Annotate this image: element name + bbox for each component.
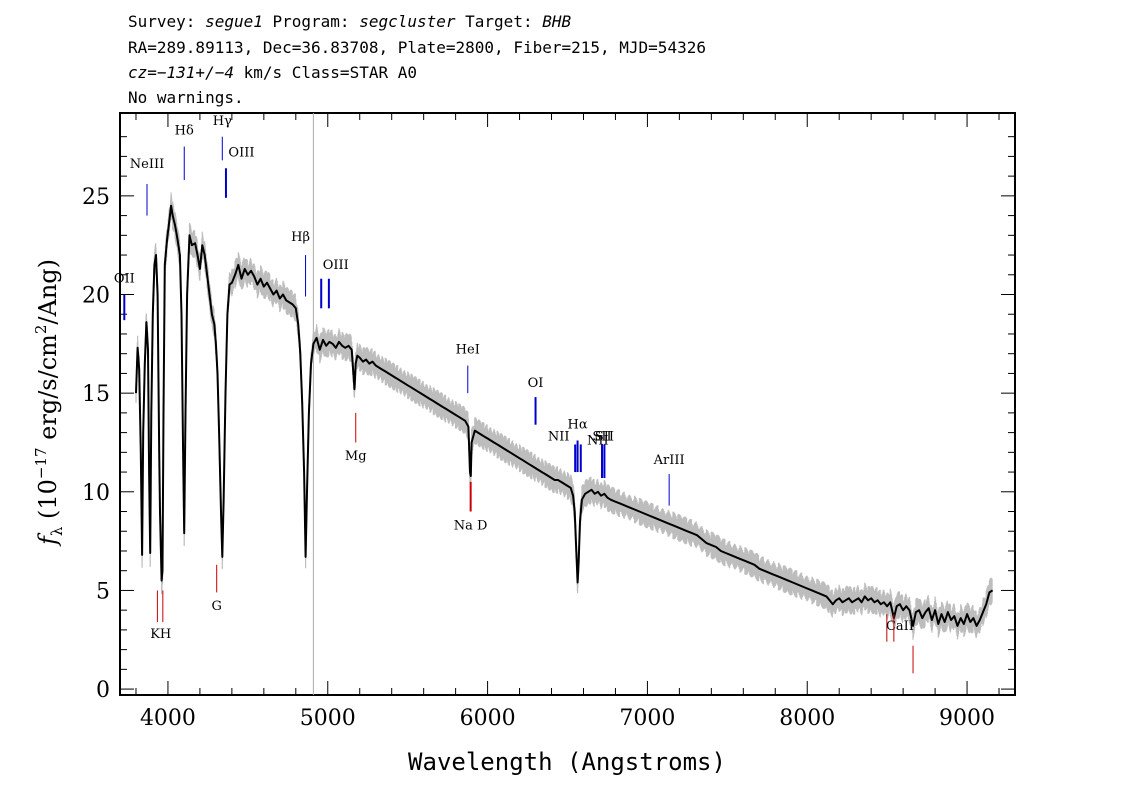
flux-error-band (135, 192, 993, 640)
line-marker-label: OI (528, 376, 544, 391)
line-marker-label: ArIII (653, 453, 685, 468)
y-tick-label: 5 (96, 579, 110, 604)
line-marker-label: NII (548, 429, 570, 444)
line-marker-label: NII (587, 433, 609, 448)
line-marker-label: Na D (454, 518, 488, 533)
line-marker-label: SII (595, 429, 614, 444)
header-line-1: Survey: segue1 Program: segcluster Targe… (128, 12, 571, 31)
line-marker-label: Mg (345, 449, 367, 464)
y-tick-label: 20 (82, 284, 110, 309)
header-line-2: RA=289.89113, Dec=36.83708, Plate=2800, … (128, 38, 706, 57)
x-tick-label: 4000 (140, 706, 196, 731)
line-marker-label: Hβ (291, 230, 310, 245)
target-value: BHB (542, 12, 572, 31)
line-marker-label: G (211, 599, 221, 614)
survey-value: segue1 (205, 12, 263, 31)
line-marker-label: OIII (228, 145, 254, 160)
line-marker-label: NeIII (130, 157, 164, 172)
tick-labels: 4000 5000 6000 7000 8000 9000 0 5 10 15 20 25 (82, 185, 995, 731)
program-value: segcluster (359, 12, 456, 31)
line-marker-label: SII (592, 429, 611, 444)
target-label: Target: (455, 12, 543, 31)
x-axis-label: Wavelength (Angstroms) (408, 748, 726, 776)
survey-label: Survey: (128, 12, 206, 31)
line-marker-label: H (160, 627, 171, 642)
x-tick-label: 8000 (779, 706, 835, 731)
flux-line (135, 204, 994, 627)
y-tick-label: 15 (82, 382, 110, 407)
y-axis-label: fλ (10−17 erg/s/cm2/Ang) (32, 259, 66, 547)
data-layer (135, 113, 994, 695)
x-tick-label: 5000 (300, 706, 356, 731)
line-marker-label: Hδ (175, 124, 194, 139)
program-label: Program: (262, 12, 360, 31)
line-marker-label: Hγ (213, 114, 232, 129)
axes (119, 112, 1016, 696)
x-tick-label: 6000 (460, 706, 516, 731)
y-tick-label: 0 (96, 678, 110, 703)
x-tick-label: 7000 (619, 706, 675, 731)
plot-frame (119, 112, 1016, 696)
y-tick-label: 10 (82, 481, 110, 506)
line-marker-label: OII (114, 272, 135, 287)
header-line-3: cz=−131+/−4 km/s Class=STAR A0 (128, 63, 417, 82)
line-marker-label: OIII (323, 258, 349, 273)
line-marker-label: Hα (568, 418, 588, 433)
header-line-4: No warnings. (128, 88, 244, 107)
line-marker-label: CaII (886, 619, 914, 634)
y-tick-label: 25 (82, 185, 110, 210)
x-tick-label: 9000 (939, 706, 995, 731)
redshift-value: cz=−131+/−4 (128, 63, 234, 82)
line-marker-label: HeI (456, 343, 480, 358)
class-text: km/s Class=STAR A0 (233, 63, 417, 82)
line-markers: OIINeIIIHδHγOIIIHβOIIIHeIOINIIHαNIISIISI… (114, 114, 914, 674)
line-marker-label: K (150, 627, 160, 642)
